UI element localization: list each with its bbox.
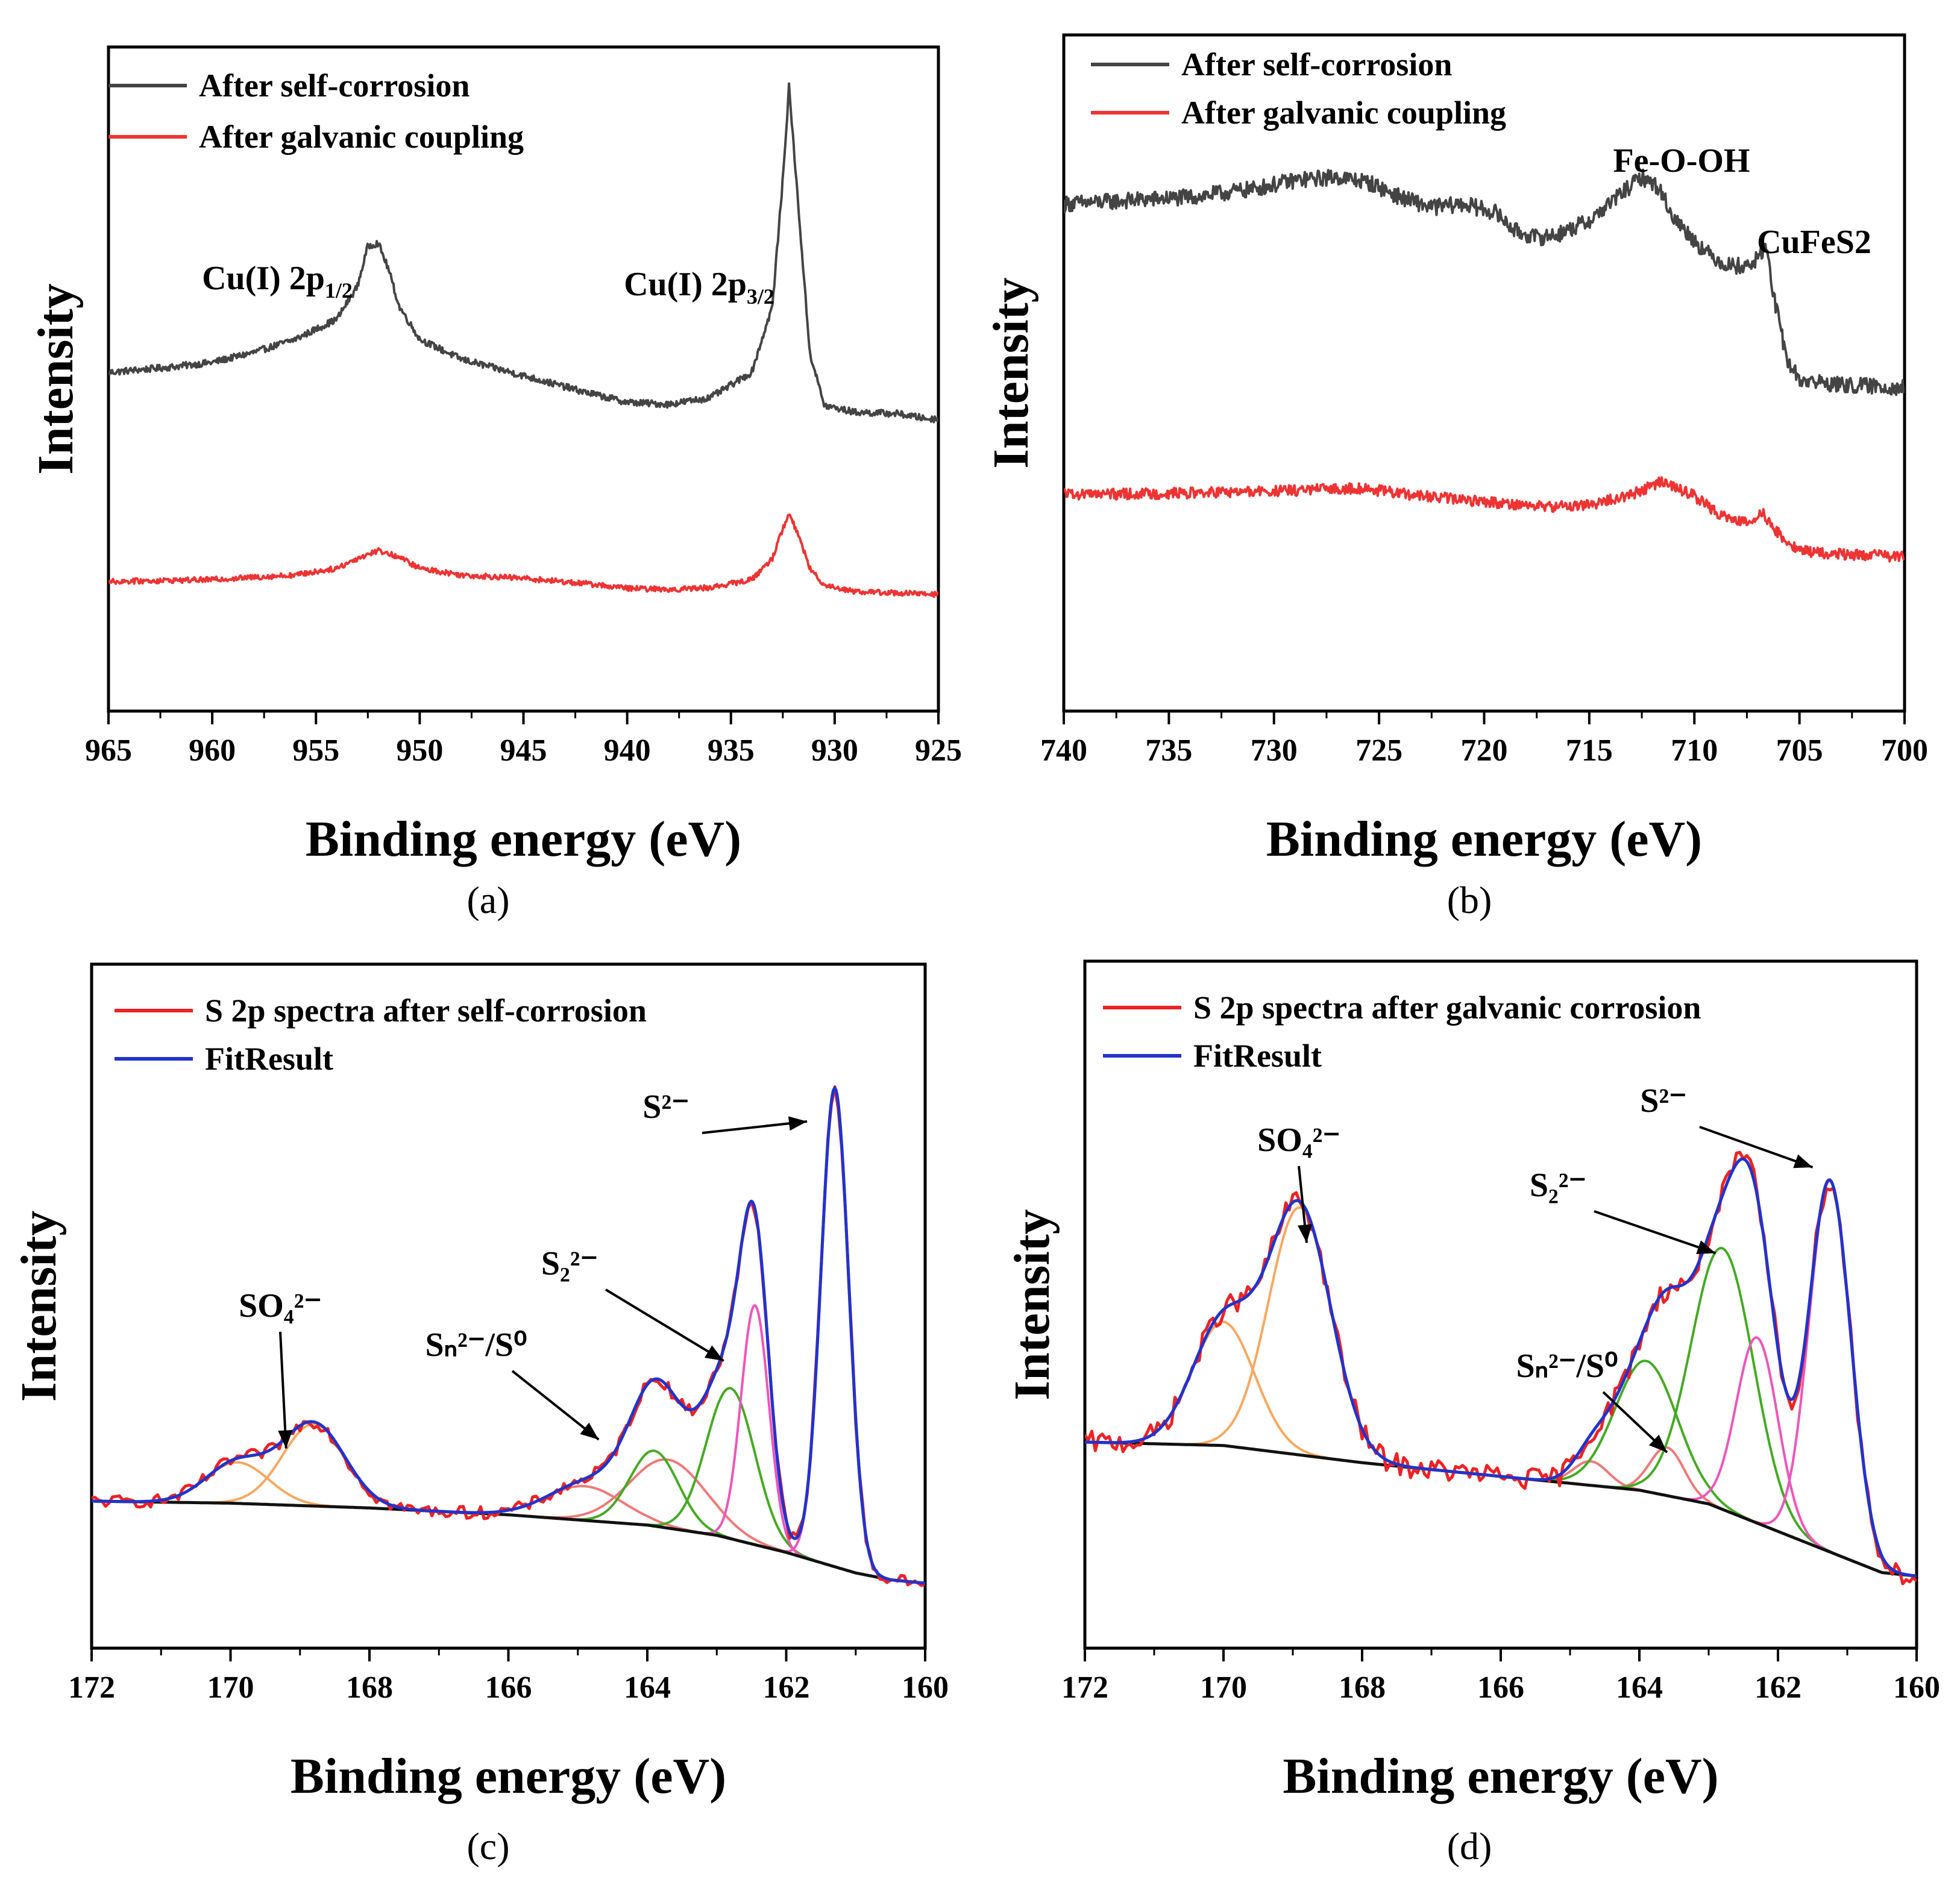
x-tick-label: 172 bbox=[68, 1670, 115, 1705]
x-tick-label: 164 bbox=[1616, 1670, 1663, 1705]
legend-label: FitResult bbox=[205, 1041, 333, 1077]
x-tick-label: 735 bbox=[1145, 733, 1192, 768]
plot-area bbox=[1064, 168, 1905, 563]
peak-label: S²⁻ bbox=[642, 1088, 689, 1126]
peak-label: SO₄²⁻ bbox=[239, 1287, 322, 1325]
series-fit bbox=[92, 1086, 925, 1585]
component-2 bbox=[92, 1458, 925, 1585]
component-6 bbox=[1085, 1336, 1917, 1578]
background-line bbox=[92, 1499, 925, 1585]
component-4 bbox=[1085, 1247, 1917, 1578]
annotation-arrow bbox=[279, 1331, 287, 1449]
x-tick-label: 166 bbox=[485, 1670, 532, 1705]
x-tick-label: 935 bbox=[708, 733, 755, 768]
y-axis-label: Intensity bbox=[983, 277, 1039, 468]
panel-d: 172 170 168 166 164 162 160 Binding energy (eV)… bbox=[1004, 959, 1940, 1868]
annotation-arrowhead bbox=[1648, 1434, 1667, 1453]
y-axis-label: Intensity bbox=[11, 1211, 67, 1402]
x-tick-label: 960 bbox=[189, 733, 236, 768]
panel-c: 172 170 168 166 164 162 160 Binding energy (eV)… bbox=[11, 962, 949, 1868]
annotation-arrowhead bbox=[278, 1430, 293, 1449]
x-tick-label: 160 bbox=[1893, 1670, 1940, 1705]
legend-label: FitResult bbox=[1193, 1038, 1322, 1074]
x-tick-label: 940 bbox=[604, 733, 651, 768]
x-tick-label: 965 bbox=[85, 733, 132, 768]
annotation-arrowhead bbox=[580, 1422, 599, 1440]
x-tick-label: 700 bbox=[1881, 733, 1928, 768]
series-line-0 bbox=[1064, 168, 1905, 397]
peak-label: S₂²⁻ bbox=[1530, 1167, 1586, 1204]
annotation-arrowhead bbox=[704, 1345, 724, 1361]
x-tick-label: 740 bbox=[1040, 733, 1087, 768]
plot-area bbox=[92, 1085, 925, 1587]
x-tick-label: 162 bbox=[1754, 1670, 1801, 1705]
plot-area bbox=[1085, 1150, 1917, 1585]
panel-caption: (a) bbox=[466, 879, 509, 921]
x-tick-label: 725 bbox=[1355, 733, 1402, 768]
legend-label: After galvanic coupling bbox=[1181, 95, 1506, 131]
peak-label: Sₙ²⁻/S⁰ bbox=[1516, 1347, 1618, 1385]
annotation-arrow bbox=[511, 1370, 600, 1441]
y-axis-label: Intensity bbox=[1004, 1209, 1060, 1400]
peak-label: S²⁻ bbox=[1640, 1082, 1687, 1120]
annotation-arrowhead bbox=[1298, 1224, 1312, 1243]
annotation-arrow bbox=[605, 1288, 724, 1363]
x-tick-label: 166 bbox=[1477, 1670, 1524, 1705]
x-tick-label: 730 bbox=[1251, 733, 1298, 768]
peak-label: Sₙ²⁻/S⁰ bbox=[426, 1326, 527, 1364]
series-line-0 bbox=[108, 82, 938, 424]
y-axis-label: Intensity bbox=[28, 283, 84, 474]
x-axis-label: Binding energy (eV) bbox=[306, 811, 741, 867]
series-line-1 bbox=[1064, 476, 1905, 563]
x-tick-label: 170 bbox=[207, 1670, 254, 1705]
x-tick-label: 925 bbox=[915, 733, 962, 768]
plot-area bbox=[108, 82, 938, 598]
x-axis-label: Binding energy (eV) bbox=[291, 1748, 726, 1804]
x-tick-label: 168 bbox=[1339, 1670, 1386, 1705]
annotation-arrow bbox=[1594, 1210, 1717, 1255]
panel-a: 965 960 955 950 945 940 935 930 925 Binding energ… bbox=[28, 45, 962, 921]
peak-label: Cu(I) 2p1/2 bbox=[202, 260, 353, 303]
annotation-arrowhead bbox=[1793, 1154, 1813, 1168]
annotation-arrowhead bbox=[1696, 1240, 1716, 1255]
peak-label: Cu(I) 2p3/2 bbox=[624, 266, 774, 309]
x-tick-label: 930 bbox=[811, 733, 858, 768]
x-axis-label: Binding energy (eV) bbox=[1266, 811, 1702, 867]
x-tick-label: 164 bbox=[624, 1670, 671, 1705]
x-tick-label: 160 bbox=[902, 1670, 949, 1705]
x-tick-label: 168 bbox=[346, 1670, 393, 1705]
series-fit bbox=[1085, 1157, 1917, 1578]
legend-label: After self-corrosion bbox=[199, 67, 470, 104]
peak-label: Fe-O-OH bbox=[1613, 142, 1750, 180]
x-tick-label: 710 bbox=[1671, 733, 1718, 768]
panel-caption: (b) bbox=[1447, 879, 1492, 921]
panel-b: 740 735 730 725 720 715 710 705 700 Binding energ… bbox=[983, 33, 1928, 921]
legend-label: After self-corrosion bbox=[1181, 46, 1452, 83]
x-tick-label: 170 bbox=[1200, 1670, 1247, 1705]
annotation-arrowhead bbox=[788, 1116, 808, 1131]
annotation-arrow bbox=[1699, 1126, 1814, 1168]
x-tick-label: 162 bbox=[763, 1670, 810, 1705]
peak-label: S₂²⁻ bbox=[541, 1245, 598, 1282]
component-0 bbox=[1085, 1206, 1917, 1578]
x-tick-label: 172 bbox=[1061, 1670, 1108, 1705]
series-data bbox=[1085, 1150, 1917, 1585]
series-line-1 bbox=[108, 513, 938, 598]
x-tick-label: 720 bbox=[1461, 733, 1508, 768]
x-tick-label: 950 bbox=[396, 733, 443, 768]
x-tick-label: 705 bbox=[1776, 733, 1823, 768]
x-tick-label: 715 bbox=[1566, 733, 1613, 768]
legend-label: S 2p spectra after galvanic corrosion bbox=[1193, 990, 1701, 1026]
peak-label: CuFeS2 bbox=[1757, 224, 1871, 261]
panel-caption: (d) bbox=[1447, 1825, 1492, 1868]
x-tick-label: 945 bbox=[500, 733, 547, 768]
plot-frame bbox=[1062, 33, 1906, 713]
legend-label: S 2p spectra after self-corrosion bbox=[205, 993, 647, 1029]
legend-label: After galvanic coupling bbox=[199, 119, 524, 155]
x-tick-label: 955 bbox=[292, 733, 339, 768]
x-axis-label: Binding energy (eV) bbox=[1283, 1748, 1718, 1804]
panel-caption: (c) bbox=[466, 1825, 509, 1868]
peak-label: SO₄²⁻ bbox=[1257, 1121, 1340, 1159]
